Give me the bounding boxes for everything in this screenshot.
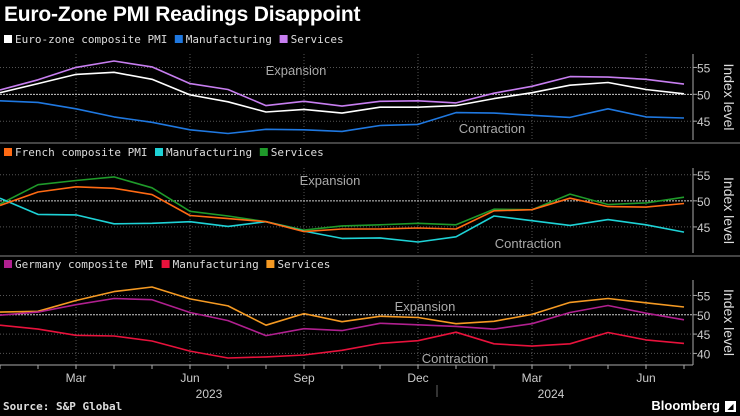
chart-title: Euro-Zone PMI Readings Disappoint xyxy=(4,3,361,26)
legend-label-0: French composite PMI xyxy=(15,146,147,159)
legend-swatch xyxy=(155,148,163,156)
legend-swatch xyxy=(4,260,12,268)
year-label: 2023 xyxy=(196,387,223,401)
x-tick-label: Dec xyxy=(407,371,428,385)
legend-label-0: Euro-zone composite PMI xyxy=(15,33,167,46)
series-line-manufacturing xyxy=(0,100,685,135)
year-label: 2024 xyxy=(538,387,565,401)
expansion-label: Expansion xyxy=(266,63,327,78)
series-line-euro-zone-composite-pmi xyxy=(0,71,685,114)
y-tick-label: 55 xyxy=(697,61,711,75)
y-axis-label: Index level xyxy=(721,289,737,356)
series-line-services xyxy=(0,286,685,327)
y-tick-label: 50 xyxy=(697,88,711,102)
series-line-manufacturing xyxy=(0,324,685,359)
legend-swatch xyxy=(4,148,12,156)
contraction-label: Contraction xyxy=(422,351,488,366)
x-tick-label: Mar xyxy=(522,371,543,385)
y-axis-label: Index level xyxy=(721,177,737,244)
y-tick-label: 55 xyxy=(697,289,711,303)
legend-label-2: Services xyxy=(277,258,330,271)
legend-swatch xyxy=(161,260,170,268)
legend-swatch xyxy=(259,148,268,156)
brand-logo: Bloomberg xyxy=(651,398,720,413)
series-line-germany-composite-pmi xyxy=(0,297,685,337)
y-tick-label: 40 xyxy=(697,347,711,361)
series-line-services xyxy=(0,60,685,107)
y-tick-label: 50 xyxy=(697,309,711,323)
y-tick-label: 50 xyxy=(697,195,711,209)
series-line-manufacturing xyxy=(0,197,685,243)
expansion-label: Expansion xyxy=(300,173,361,188)
x-tick-label: Mar xyxy=(66,371,87,385)
y-tick-label: 45 xyxy=(697,115,711,129)
legend-swatch xyxy=(266,260,275,268)
contraction-label: Contraction xyxy=(459,121,525,136)
legend-swatch xyxy=(4,35,12,43)
expansion-label: Expansion xyxy=(395,299,456,314)
legend-swatch xyxy=(174,35,183,43)
series-line-services xyxy=(0,176,685,231)
y-tick-label: 45 xyxy=(697,221,711,235)
legend-label-1: Manufacturing xyxy=(166,146,252,159)
legend-label-2: Services xyxy=(271,146,324,159)
x-tick-label: Sep xyxy=(293,371,315,385)
contraction-label: Contraction xyxy=(495,236,561,251)
y-tick-label: 55 xyxy=(697,169,711,183)
legend-label-1: Manufacturing xyxy=(173,258,259,271)
y-axis-label: Index level xyxy=(721,64,737,131)
legend-label-1: Manufacturing xyxy=(186,33,272,46)
legend-swatch xyxy=(279,35,288,43)
legend-label-2: Services xyxy=(291,33,344,46)
source-note: Source: S&P Global xyxy=(3,400,123,413)
bloomberg-icon: ◢ xyxy=(725,401,736,412)
series-line-french-composite-pmi xyxy=(0,186,685,233)
legend-label-0: Germany composite PMI xyxy=(15,258,154,271)
x-tick-label: Jun xyxy=(636,371,655,385)
y-tick-label: 45 xyxy=(697,328,711,342)
x-tick-label: Jun xyxy=(180,371,199,385)
